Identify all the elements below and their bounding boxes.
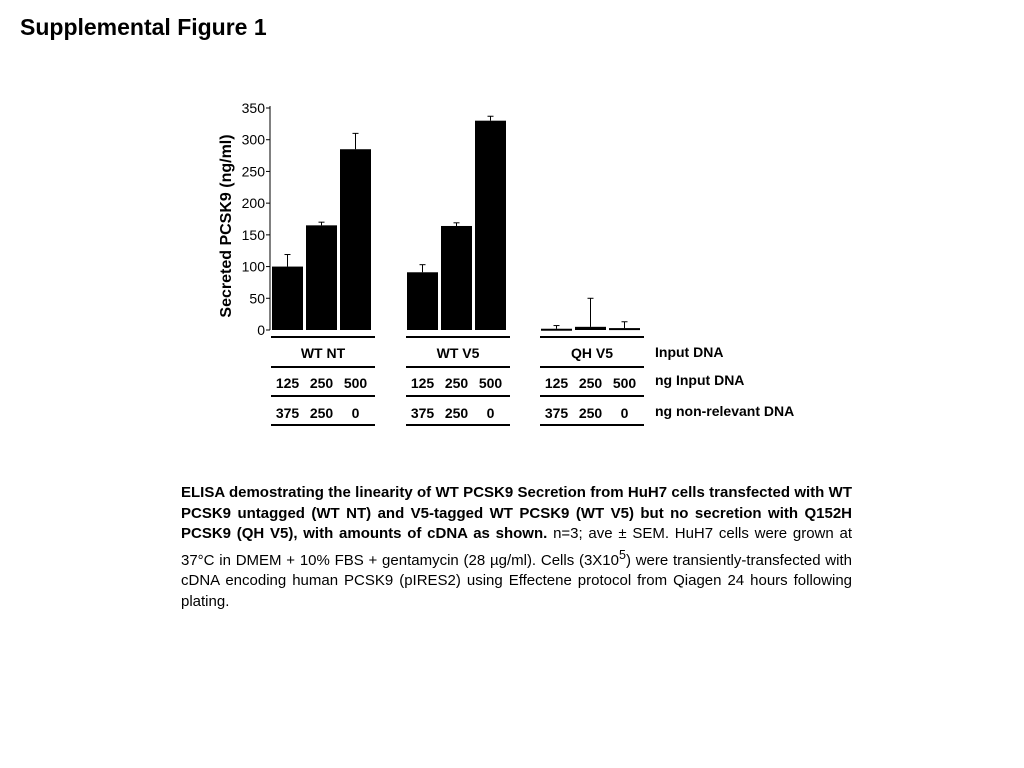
y-tick-label: 100 bbox=[242, 259, 266, 275]
group-label: QH V5 bbox=[571, 345, 613, 361]
caption-text-2: ) were transiently-transfected with cDNA… bbox=[181, 551, 852, 610]
bar bbox=[306, 225, 337, 330]
nonrelevant-ng-label: 250 bbox=[445, 405, 469, 421]
input-ng-label: 500 bbox=[613, 375, 637, 391]
y-tick-label: 350 bbox=[242, 100, 266, 116]
y-tick-label: 0 bbox=[257, 322, 265, 338]
input-ng-label: 500 bbox=[479, 375, 503, 391]
y-tick-label: 50 bbox=[249, 290, 265, 306]
nonrelevant-ng-label: 0 bbox=[621, 405, 629, 421]
y-tick-label: 300 bbox=[242, 132, 266, 148]
bar bbox=[609, 328, 640, 331]
group-label: WT V5 bbox=[437, 345, 480, 361]
y-axis: 0 50 100 150 200 250 300 350 bbox=[242, 100, 271, 338]
nonrelevant-ng-label: 250 bbox=[310, 405, 334, 421]
bar bbox=[475, 120, 506, 330]
nonrelevant-ng-label: 375 bbox=[276, 405, 300, 421]
input-ng-label: 125 bbox=[545, 375, 569, 391]
page-title: Supplemental Figure 1 bbox=[20, 14, 267, 40]
bar bbox=[541, 328, 572, 331]
bar bbox=[340, 149, 371, 330]
y-tick-label: 150 bbox=[242, 227, 266, 243]
row-label-ng-nonrelevant-dna: ng non-relevant DNA bbox=[655, 403, 794, 419]
group-label: WT NT bbox=[301, 345, 346, 361]
nonrelevant-ng-label: 0 bbox=[352, 405, 360, 421]
bars bbox=[272, 115, 640, 331]
bar bbox=[272, 266, 303, 330]
row-label-ng-input-dna: ng Input DNA bbox=[655, 372, 744, 388]
bar bbox=[575, 326, 606, 330]
nonrelevant-ng-label: 375 bbox=[545, 405, 569, 421]
nonrelevant-ng-label: 250 bbox=[579, 405, 603, 421]
y-axis-label: Secreted PCSK9 (ng/ml) bbox=[218, 134, 235, 317]
input-ng-label: 250 bbox=[445, 375, 469, 391]
input-ng-label: 250 bbox=[579, 375, 603, 391]
caption-text-1: n=3; ave ± SEM. HuH7 cells were grown at… bbox=[181, 525, 852, 569]
row-label-input-dna: Input DNA bbox=[655, 344, 723, 360]
input-ng-label: 250 bbox=[310, 375, 334, 391]
caption-superscript: 5 bbox=[619, 547, 626, 562]
bar bbox=[407, 272, 438, 330]
nonrelevant-ng-label: 0 bbox=[487, 405, 495, 421]
bar bbox=[441, 225, 472, 330]
input-ng-label: 125 bbox=[276, 375, 300, 391]
y-tick-label: 200 bbox=[242, 195, 266, 211]
nonrelevant-ng-label: 375 bbox=[411, 405, 435, 421]
input-ng-label: 125 bbox=[411, 375, 435, 391]
y-tick-label: 250 bbox=[242, 163, 266, 179]
input-ng-label: 500 bbox=[344, 375, 368, 391]
figure-caption: ELISA demostrating the linearity of WT P… bbox=[181, 483, 852, 613]
caption-bold: ELISA demostrating the linearity of WT P… bbox=[181, 484, 852, 543]
